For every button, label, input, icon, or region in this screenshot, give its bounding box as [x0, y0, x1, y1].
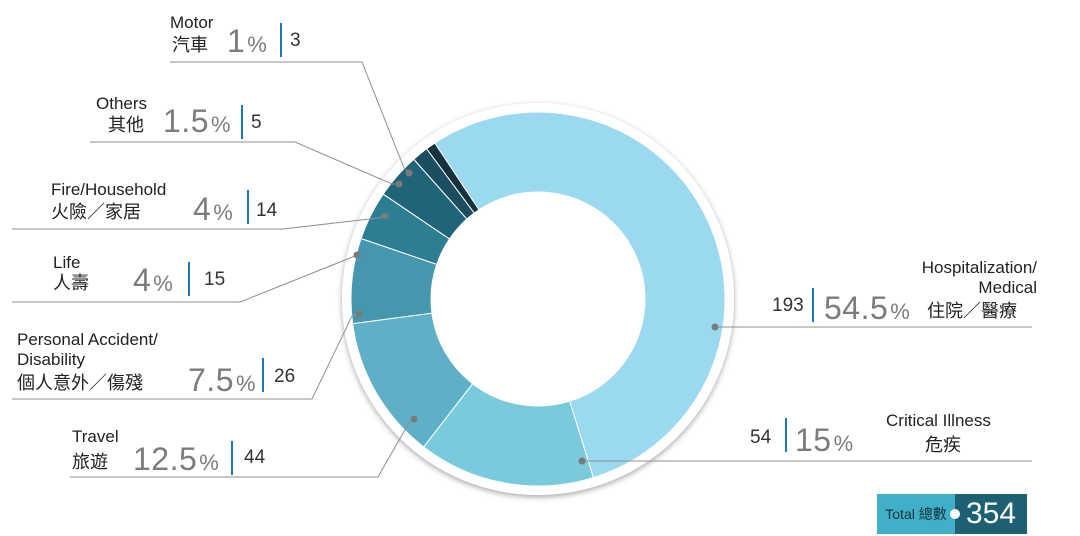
- label-divider-0: [812, 288, 814, 322]
- leader-line-6: [90, 141, 399, 185]
- label-en-3: Disability: [17, 350, 86, 369]
- slice-0: [434, 111, 726, 479]
- label-count-1: 54: [750, 427, 772, 448]
- label-zh-0: 住院／醫療: [927, 301, 1017, 321]
- label-pct-5: 4%: [193, 191, 234, 227]
- label-count-7: 3: [290, 30, 301, 51]
- label-pct-3: 7.5%: [188, 362, 257, 398]
- label-divider-7: [280, 23, 282, 57]
- leader-dot-5: [381, 212, 389, 220]
- total-value: 354: [955, 494, 1027, 534]
- leader-dot-4: [353, 251, 361, 259]
- label-zh-2: 旅遊: [72, 452, 108, 472]
- leader-line-2: [70, 418, 415, 478]
- label-zh-6: 其他: [108, 115, 144, 135]
- leader-line-7: [170, 61, 410, 174]
- label-en-6: Others: [96, 94, 148, 113]
- label-en-1: Critical Illness: [886, 411, 991, 430]
- label-zh-4: 人壽: [53, 273, 89, 293]
- label-divider-5: [247, 190, 249, 224]
- label-pct-2: 12.5%: [133, 441, 220, 477]
- label-pct-4: 4%: [133, 262, 174, 298]
- label-en-4: Life: [53, 253, 81, 272]
- label-pct-7: 1%: [227, 23, 268, 59]
- total-label: Total 總數: [877, 494, 955, 534]
- label-en-0: Hospitalization/: [921, 258, 1037, 277]
- label-count-2: 44: [244, 447, 266, 468]
- label-zh-7: 汽車: [172, 35, 208, 55]
- leader-line-4: [12, 254, 358, 303]
- label-count-5: 14: [256, 200, 278, 221]
- label-pct-6: 1.5%: [163, 103, 232, 139]
- total-dot: [950, 509, 960, 519]
- label-divider-2: [231, 441, 233, 475]
- label-count-3: 26: [274, 366, 296, 387]
- label-en-0: Medical: [978, 278, 1037, 297]
- label-divider-3: [262, 358, 264, 392]
- label-count-4: 15: [204, 269, 226, 290]
- label-zh-1: 危疾: [925, 435, 961, 455]
- label-divider-4: [188, 262, 190, 296]
- leader-line-3: [12, 313, 360, 400]
- label-en-2: Travel: [72, 427, 119, 446]
- label-pct-1: 15%: [795, 422, 854, 458]
- label-en-7: Motor: [170, 13, 214, 32]
- leader-dot-6: [395, 180, 403, 188]
- label-pct-0: 54.5%: [824, 290, 911, 326]
- leader-dot-1: [578, 457, 586, 465]
- label-zh-3: 個人意外／傷殘: [17, 373, 143, 393]
- leader-dot-2: [410, 415, 418, 423]
- leader-dot-7: [405, 169, 413, 177]
- label-count-0: 193: [772, 295, 804, 316]
- leader-line-5: [12, 215, 386, 230]
- leader-dot-3: [355, 310, 363, 318]
- label-en-3: Personal Accident/: [17, 330, 158, 349]
- leader-dot-0: [711, 323, 719, 331]
- total-badge: Total 總數 354: [877, 494, 1027, 534]
- label-count-6: 5: [251, 112, 262, 133]
- label-divider-6: [241, 105, 243, 139]
- label-divider-1: [785, 418, 787, 452]
- label-zh-5: 火險／家居: [51, 202, 141, 222]
- label-en-5: Fire/Household: [51, 180, 167, 199]
- slice-7: [425, 142, 480, 214]
